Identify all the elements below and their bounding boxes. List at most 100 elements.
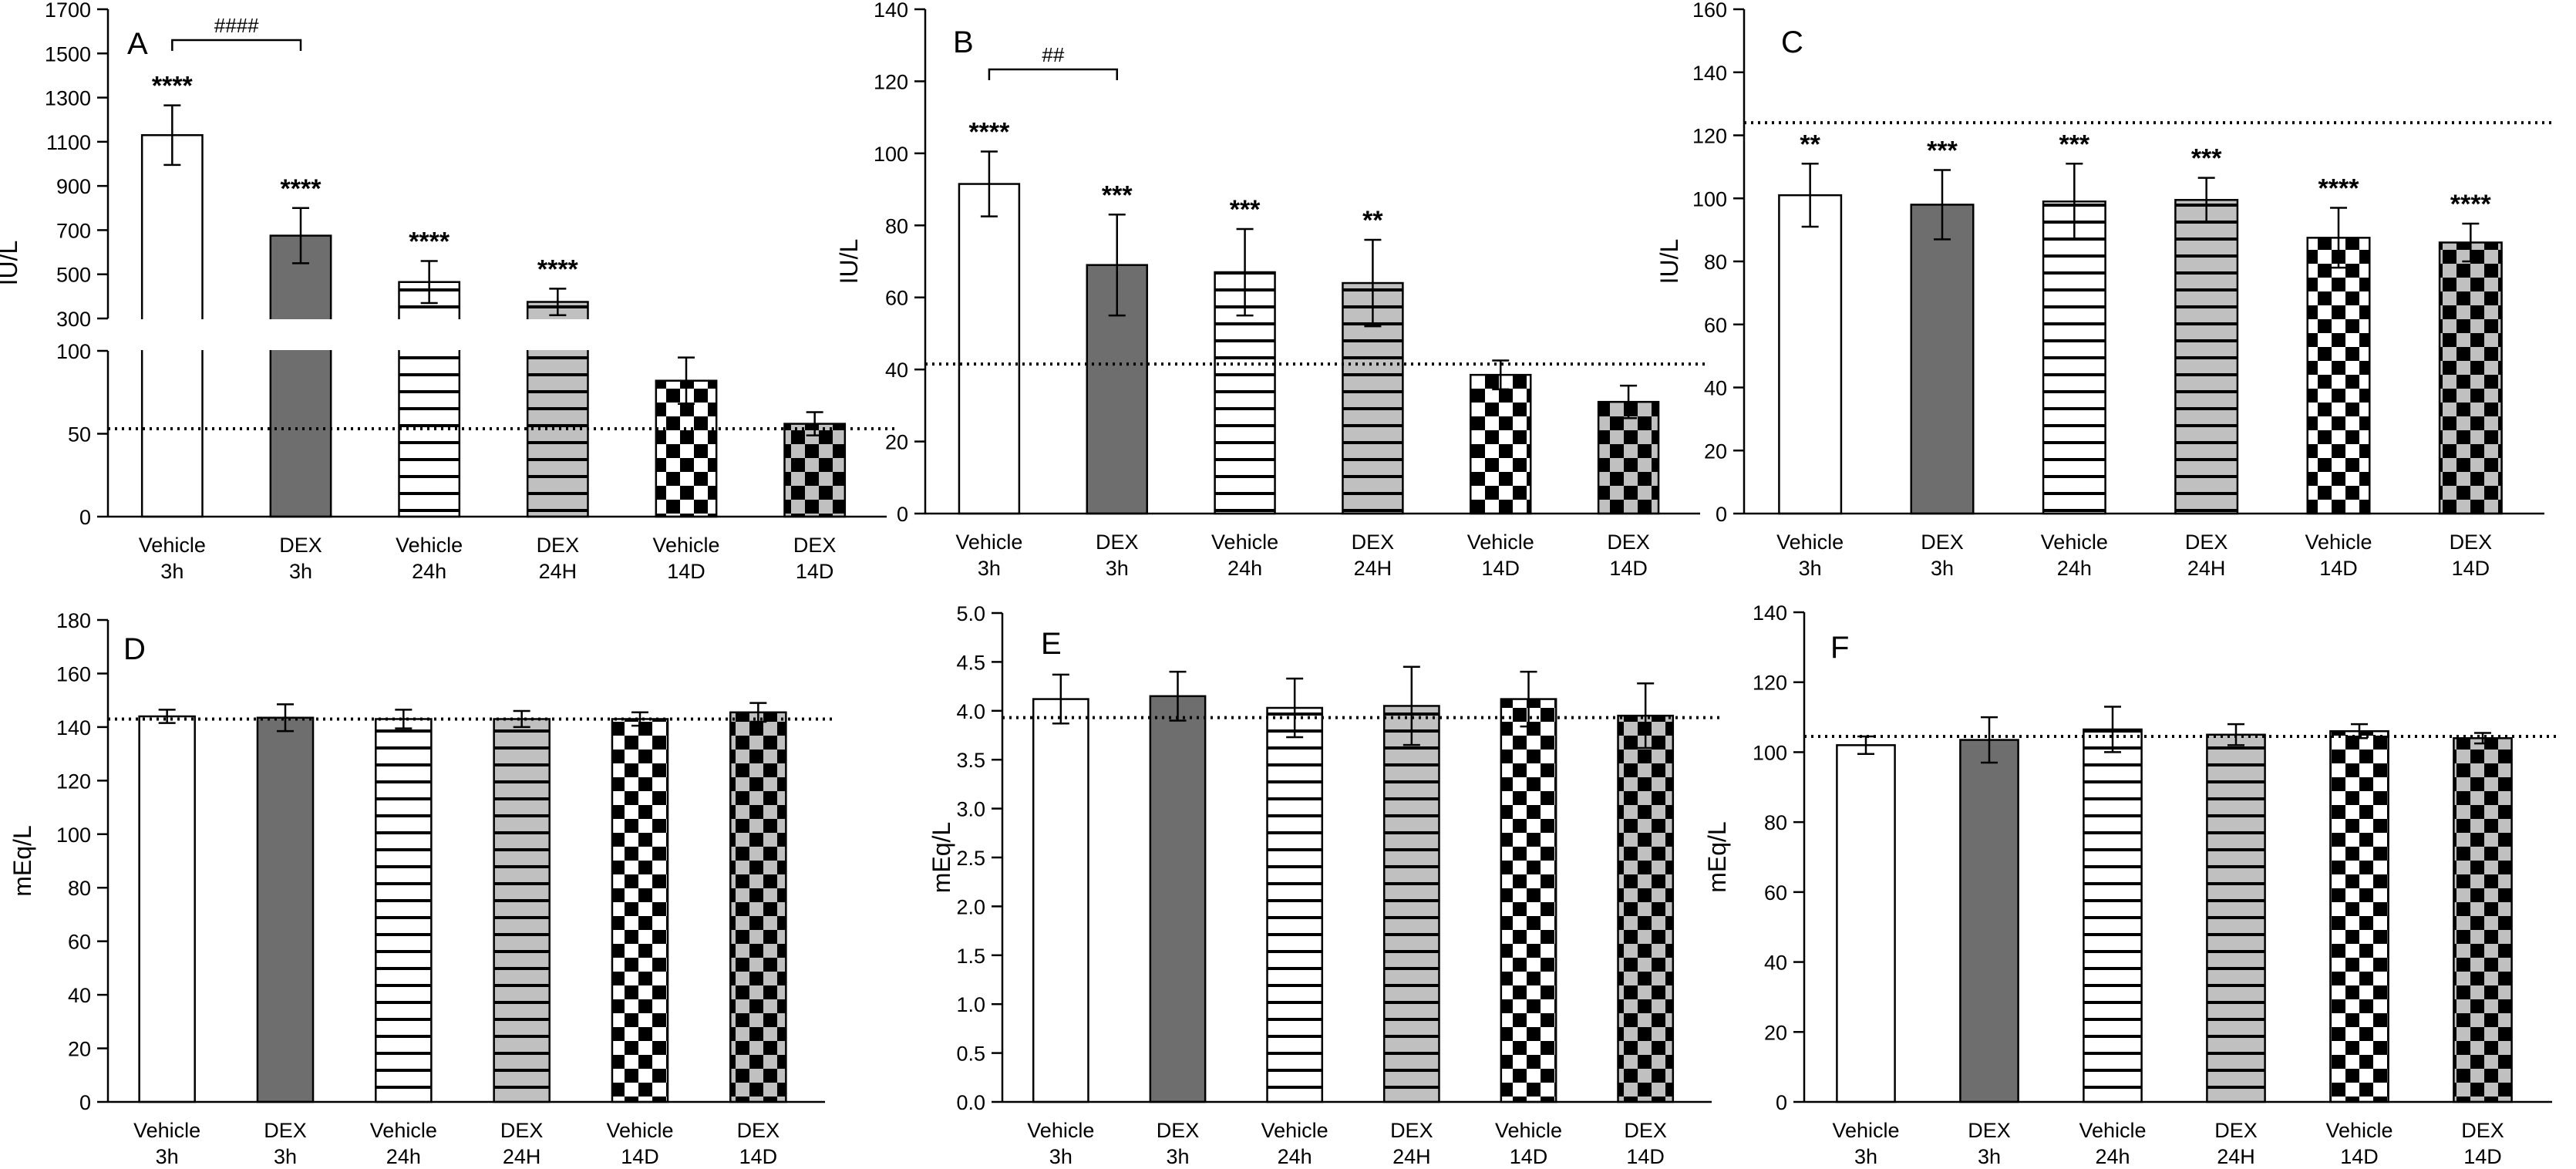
y-tick-label: 100 (56, 340, 91, 363)
y-axis-label-b: IU/L (835, 239, 863, 285)
error-bar-b-2 (1108, 214, 1126, 317)
bar-d-3 (375, 718, 433, 1103)
x-tick-label-f-6-line2: 14D (2463, 1145, 2502, 1168)
y-axis-label-f: mEq/L (1703, 821, 1731, 892)
y-tick-label: 40 (1704, 377, 1727, 400)
y-axis-b: 0 20 40 60 80 100 120 140 (874, 0, 927, 526)
bar-d-2 (256, 716, 315, 1103)
x-tick-label-a-1-line1: Vehicle (139, 534, 206, 557)
error-bar-f-5 (2351, 723, 2368, 739)
panel-f: 0 20 40 60 80 100 120 140 mEq/L F Vehicle 3h DEX 3h Ve… (1703, 601, 2560, 1168)
y-tick-label: 40 (1764, 952, 1787, 975)
x-tick-label-d-1-line2: 3h (156, 1145, 179, 1168)
bar-c-1 (1778, 194, 1843, 515)
bar-b-6 (1597, 400, 1660, 515)
error-bar-d-3 (395, 709, 412, 729)
significance-label-a-3: **** (409, 227, 450, 257)
y-tick-label: 0 (1716, 503, 1727, 526)
y-tick-label: 1300 (45, 87, 91, 110)
x-tick-label-c-1-line2: 3h (1799, 557, 1822, 580)
y-tick-label: 700 (56, 219, 91, 242)
y-tick-label: 160 (56, 662, 91, 686)
y-tick-label: 100 (1692, 187, 1727, 211)
bar-a-3 (398, 281, 461, 518)
comparison-bracket-b (988, 68, 1118, 80)
y-tick-label: 80 (1704, 251, 1727, 274)
error-bar-e-6 (1637, 682, 1655, 750)
error-bar-a-5 (678, 356, 695, 406)
panel-letter-d: D (123, 632, 146, 666)
error-bar-b-3 (1236, 227, 1254, 317)
y-axis-f: 0 20 40 60 80 100 120 140 (1753, 601, 1806, 1114)
significance-label-c-5: **** (2318, 174, 2360, 204)
y-tick-label: 3.5 (956, 749, 985, 772)
error-bar-a-1 (163, 104, 181, 167)
x-tick-label-d-2-line2: 3h (274, 1145, 297, 1168)
x-tick-label-b-4-line1: DEX (1352, 531, 1395, 554)
x-tick-label-c-3-line1: Vehicle (2041, 531, 2108, 554)
x-tick-label-f-4-line1: DEX (2214, 1119, 2258, 1142)
error-bar-c-1 (1801, 163, 1819, 228)
bracket-label-a: #### (214, 14, 259, 37)
y-axis-label-a: IU/L (0, 241, 22, 286)
x-tick-label-e-1-line1: Vehicle (1027, 1119, 1094, 1142)
x-tick-label-c-4-line1: DEX (2185, 531, 2228, 554)
y-tick-label: 120 (1692, 125, 1727, 148)
error-bar-b-1 (980, 150, 998, 217)
panel-a: ****************####30050070090011001300… (0, 0, 894, 583)
y-tick-label: 140 (1753, 601, 1787, 625)
error-bar-a-6 (806, 411, 823, 436)
error-bar-f-4 (2227, 723, 2244, 746)
x-tick-label-d-6-line1: DEX (737, 1119, 780, 1142)
panel-c: ** *** *** ***********020406080100120140160… (1655, 0, 2552, 580)
x-tick-label-c-6-line1: DEX (2450, 531, 2493, 554)
y-tick-label: 50 (68, 423, 91, 446)
y-tick-label: 120 (874, 70, 908, 93)
bar-b-5 (1470, 373, 1532, 515)
significance-label-b-4: ** (1362, 206, 1383, 235)
bar-d-6 (729, 711, 787, 1103)
x-tick-label-d-1-line1: Vehicle (133, 1119, 200, 1142)
error-bar-a-2 (292, 207, 309, 264)
y-tick-label: 180 (56, 609, 91, 632)
x-tick-label-b-4-line2: 24H (1354, 557, 1392, 580)
bar-e-2 (1149, 695, 1207, 1103)
x-tick-label-b-1-line1: Vehicle (955, 531, 1022, 554)
y-tick-label: 0.0 (956, 1091, 985, 1114)
x-tick-label-c-2-line1: DEX (1921, 531, 1964, 554)
x-tick-label-e-6-line1: DEX (1624, 1119, 1667, 1142)
y-axis-label-c: IU/L (1655, 239, 1683, 285)
x-tick-label-f-4-line2: 24H (2217, 1145, 2255, 1168)
error-bar-e-2 (1169, 670, 1187, 722)
error-bar-d-6 (749, 702, 767, 723)
error-bar-a-4 (549, 288, 567, 316)
y-tick-label: 100 (874, 143, 908, 166)
bar-f-6 (2453, 737, 2513, 1103)
x-tick-label-a-1-line2: 3h (160, 560, 184, 583)
error-bar-d-2 (277, 703, 294, 733)
panel-letter-e: E (1041, 627, 1062, 661)
x-tick-label-f-2-line1: DEX (1968, 1119, 2011, 1142)
comparison-bracket-a (171, 39, 302, 51)
y-tick-label: 120 (56, 770, 91, 793)
significance-label-c-3: *** (2059, 130, 2089, 159)
y-tick-label: 1.0 (956, 993, 985, 1016)
x-tick-label-a-4-line1: DEX (537, 534, 580, 557)
y-tick-label: 60 (1704, 314, 1727, 337)
y-axis-label-d: mEq/L (8, 825, 36, 896)
error-bar-c-5 (2330, 207, 2347, 269)
x-tick-label-c-1-line1: Vehicle (1776, 531, 1844, 554)
x-tick-label-a-2-line2: 3h (289, 560, 312, 583)
y-axis-a: 300 500 700 900 1100 1300 1500 1700 0 50 100 (45, 0, 109, 529)
bar-f-5 (2329, 729, 2389, 1103)
x-tick-label-d-6-line2: 14D (739, 1145, 778, 1168)
y-axis-e: 0.0 0.5 1.0 1.5 2.0 2.5 3.0 3.5 4.0 4.5 5.0 (956, 602, 1004, 1114)
x-tick-label-e-6-line2: 14D (1626, 1145, 1665, 1168)
y-tick-label: 1700 (45, 0, 91, 22)
bar-f-2 (1959, 739, 2019, 1103)
y-tick-label: 1.5 (956, 945, 985, 968)
x-tick-label-d-3-line1: Vehicle (370, 1119, 437, 1142)
x-tick-label-d-4-line2: 24H (503, 1145, 541, 1168)
y-tick-label: 1100 (46, 131, 91, 154)
bar-e-4 (1382, 705, 1440, 1103)
